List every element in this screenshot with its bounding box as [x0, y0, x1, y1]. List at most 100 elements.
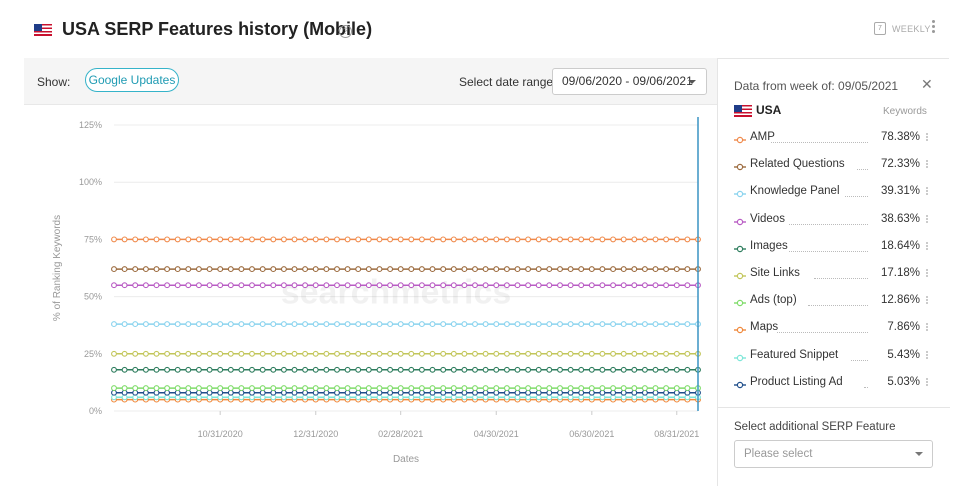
data-point	[663, 350, 670, 357]
data-point	[334, 350, 340, 357]
legend-value: 5.03%	[887, 375, 920, 388]
data-point	[567, 321, 574, 328]
data-point	[535, 266, 542, 273]
series-marker-icon	[734, 136, 746, 144]
data-point	[312, 282, 319, 289]
close-icon[interactable]: ✕	[921, 76, 933, 92]
data-point	[355, 350, 362, 357]
data-point	[259, 321, 266, 328]
legend-item[interactable]: Site Links 17.18%	[718, 267, 950, 294]
legend-item[interactable]: Ads (top) 12.86%	[718, 294, 950, 321]
data-point	[631, 321, 638, 328]
data-point	[503, 385, 510, 392]
data-point	[663, 236, 670, 243]
data-point	[185, 321, 192, 328]
data-point	[588, 366, 595, 373]
data-point	[673, 266, 680, 273]
data-point	[121, 350, 128, 357]
item-options-icon[interactable]	[926, 241, 929, 251]
item-options-icon[interactable]	[926, 350, 929, 360]
data-point	[482, 236, 489, 243]
more-options-icon[interactable]	[930, 20, 936, 36]
data-point	[546, 266, 553, 273]
item-options-icon[interactable]	[926, 160, 929, 169]
data-point	[259, 366, 266, 373]
data-point	[418, 282, 425, 289]
item-options-icon[interactable]	[926, 269, 929, 278]
data-point	[164, 366, 171, 373]
data-point	[525, 282, 532, 289]
data-point	[344, 366, 351, 373]
data-point	[142, 366, 149, 373]
legend-item[interactable]: AMP 78.38%	[718, 131, 950, 158]
add-feature-select[interactable]: Please select	[734, 440, 933, 468]
series-marker-icon	[734, 327, 746, 334]
data-point	[132, 236, 139, 243]
data-point	[312, 321, 319, 328]
data-point	[514, 321, 521, 328]
data-point	[387, 385, 394, 392]
legend-item[interactable]: Maps 7.86%	[718, 321, 950, 348]
legend-item[interactable]: Product Listing Ad 5.03%	[718, 376, 950, 403]
date-range-select[interactable]: 09/06/2020 - 09/06/2021	[552, 68, 707, 95]
data-point	[302, 350, 309, 357]
data-point	[684, 282, 691, 289]
item-options-icon[interactable]	[926, 323, 929, 332]
data-point	[153, 366, 160, 373]
data-point	[450, 385, 457, 392]
item-options-icon[interactable]	[926, 296, 929, 305]
data-point	[280, 282, 287, 289]
data-point	[259, 350, 266, 357]
legend-item[interactable]: Images 18.64%	[718, 240, 950, 267]
data-point	[334, 282, 340, 289]
legend-item[interactable]: Featured Snippet 5.43%	[718, 349, 950, 376]
data-point	[291, 321, 298, 328]
data-point	[365, 366, 372, 373]
data-point	[578, 366, 585, 373]
data-point	[387, 350, 394, 357]
data-point	[429, 385, 436, 392]
data-point	[174, 282, 181, 289]
data-point	[567, 350, 574, 357]
legend-item[interactable]: Knowledge Panel 39.31%	[718, 185, 950, 212]
data-point	[334, 321, 340, 328]
data-point	[578, 266, 585, 273]
item-options-icon[interactable]	[926, 187, 929, 196]
data-point	[249, 236, 255, 243]
data-point	[376, 385, 383, 392]
legend-label: Site Links	[750, 267, 800, 279]
item-options-icon[interactable]	[926, 377, 929, 387]
data-point	[620, 385, 627, 392]
legend-item[interactable]: Related Questions 72.33%	[718, 158, 950, 185]
data-point	[291, 350, 298, 357]
data-point	[323, 385, 330, 392]
x-axis-label: Dates	[393, 454, 419, 465]
data-point	[461, 321, 468, 328]
panel-divider	[718, 407, 950, 408]
data-point	[525, 350, 532, 357]
data-point	[578, 236, 585, 243]
data-point	[440, 236, 447, 243]
item-options-icon[interactable]	[926, 214, 929, 224]
series-marker-icon	[734, 354, 746, 361]
data-point	[238, 321, 245, 328]
legend-label: Videos	[750, 212, 785, 225]
data-point	[132, 321, 139, 328]
legend-item[interactable]: Videos 38.63%	[718, 213, 950, 240]
data-point	[111, 350, 117, 357]
data-point	[111, 266, 117, 273]
data-point	[397, 366, 404, 373]
data-point	[493, 366, 500, 373]
data-point	[418, 266, 425, 273]
item-options-icon[interactable]	[926, 133, 929, 142]
data-point	[238, 266, 245, 273]
data-point	[461, 266, 468, 273]
data-point	[387, 282, 394, 289]
data-point	[588, 350, 595, 357]
data-point	[142, 385, 149, 392]
data-point	[185, 385, 192, 392]
data-point	[142, 266, 149, 273]
help-icon[interactable]: ?	[339, 25, 352, 38]
google-updates-button[interactable]: Google Updates	[85, 68, 179, 92]
data-point	[641, 366, 648, 373]
